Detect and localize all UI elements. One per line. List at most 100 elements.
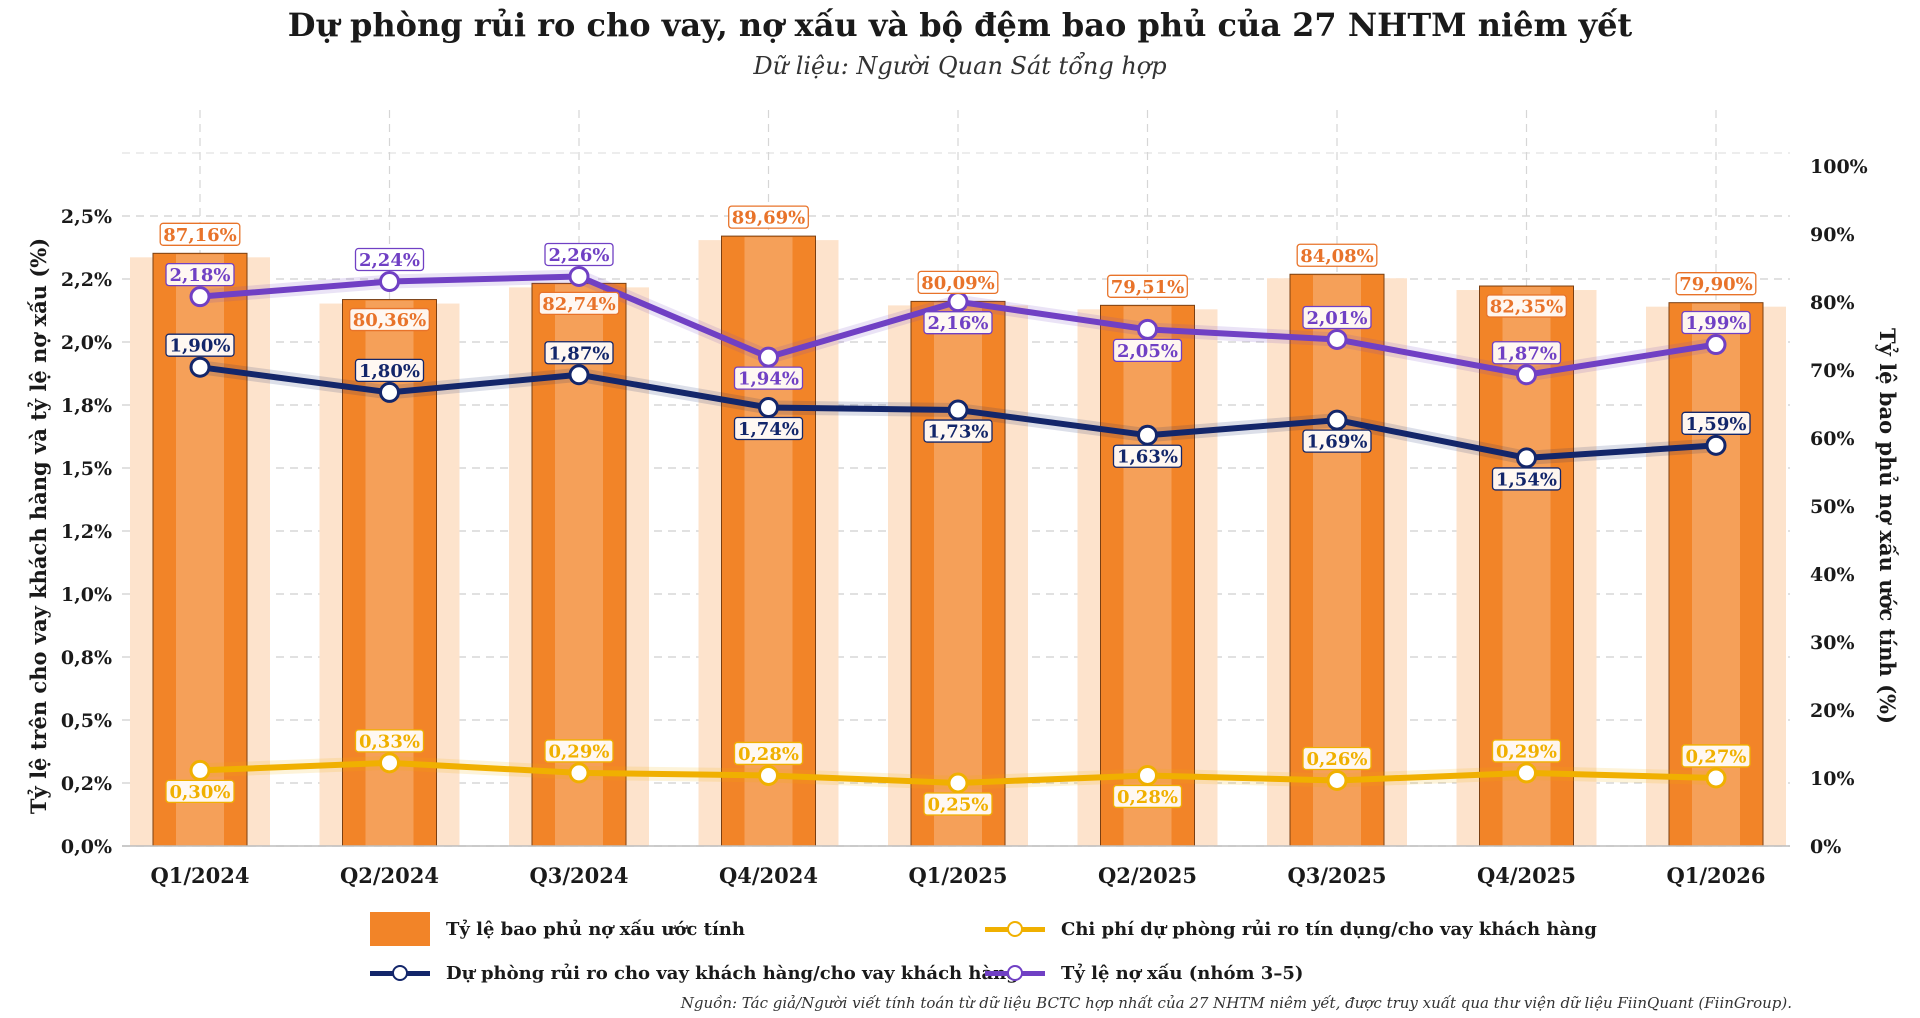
bar-data-label: 79,51% xyxy=(1111,277,1184,298)
line-data-label: 0,27% xyxy=(1686,746,1747,767)
y2-tick-label: 30% xyxy=(1810,632,1855,654)
series-point xyxy=(1326,769,1348,791)
legend-label-provision: Dự phòng rủi ro cho vay khách hàng/cho v… xyxy=(446,962,1019,984)
series-point xyxy=(1137,318,1158,340)
bar-data-label-box xyxy=(917,270,999,295)
bar-data-label: 80,36% xyxy=(353,310,426,331)
legend-item-coverage: Tỷ lệ bao phủ nợ xấu ước tính xyxy=(370,912,745,946)
line-data-label: 0,29% xyxy=(549,741,610,762)
series-point xyxy=(1516,364,1537,386)
line-data-label: 0,30% xyxy=(170,782,231,803)
line-data-label-box xyxy=(1681,310,1751,335)
line-data-label-box xyxy=(1302,746,1372,771)
bar-data-label-box xyxy=(728,205,809,229)
y-tick-label: 1,8% xyxy=(61,395,112,417)
line-data-label-box xyxy=(733,366,804,390)
bar-data-label: 87,16% xyxy=(163,225,236,246)
legend-label-coverage: Tỷ lệ bao phủ nợ xấu ước tính xyxy=(446,918,745,940)
line-data-label: 1,63% xyxy=(1117,447,1178,468)
series-point xyxy=(758,764,779,786)
line-data-label: 0,25% xyxy=(928,795,989,816)
line-data-label-box xyxy=(1302,305,1372,330)
line-data-label-box xyxy=(923,419,993,443)
line-data-label-box xyxy=(354,247,425,272)
line-data-label: 0,29% xyxy=(1496,741,1557,762)
line-data-label: 0,28% xyxy=(738,744,799,765)
line-data-label: 1,80% xyxy=(359,361,420,382)
legend-swatch-cost xyxy=(985,912,1045,946)
x-tick-label: Q3/2025 xyxy=(1287,863,1386,888)
y-tick-label: 1,0% xyxy=(61,584,112,606)
line-data-label-box xyxy=(1112,444,1183,468)
legend-item-npl: Tỷ lệ nợ xấu (nhóm 3–5) xyxy=(985,956,1303,990)
series-point xyxy=(758,397,779,419)
line-data-label: 1,69% xyxy=(1307,432,1368,453)
series-point xyxy=(189,356,211,378)
x-tick-label: Q4/2025 xyxy=(1477,863,1576,888)
y-tick-label: 0,2% xyxy=(61,773,112,795)
y2-tick-label: 10% xyxy=(1810,768,1855,790)
line-data-label-box xyxy=(1112,784,1183,809)
series-point xyxy=(1137,764,1158,786)
line-data-label: 1,99% xyxy=(1686,313,1747,334)
bar-data-label: 80,09% xyxy=(921,273,994,294)
legend-swatch-bar xyxy=(370,912,430,946)
series-point xyxy=(947,399,969,421)
x-tick-label: Q2/2024 xyxy=(340,863,439,888)
x-tick-label: Q1/2026 xyxy=(1666,863,1765,888)
y2-tick-label: 50% xyxy=(1810,496,1855,518)
y-tick-label: 1,5% xyxy=(61,458,112,480)
line-data-label: 0,33% xyxy=(359,731,420,752)
legend-label-cost: Chi phí dự phòng rủi ro tín dụng/cho vay… xyxy=(1061,918,1597,940)
line-data-label-box xyxy=(1302,429,1372,453)
line-data-label-box xyxy=(354,358,425,383)
series-point xyxy=(947,291,969,313)
line-data-label-box xyxy=(1112,338,1183,363)
series-point xyxy=(379,752,400,774)
line-data-label: 1,94% xyxy=(738,369,799,390)
y-axis-title: Tỷ lệ trên cho vay khách hàng và tỷ lệ n… xyxy=(26,238,51,814)
y-tick-label: 2,2% xyxy=(61,269,112,291)
line-data-label-box xyxy=(165,779,235,804)
bar-data-label-box xyxy=(1675,272,1757,296)
bar-data-label: 89,69% xyxy=(732,208,805,229)
line-data-label-box xyxy=(165,262,235,287)
line-data-label: 2,26% xyxy=(549,245,610,266)
series-point xyxy=(947,772,969,794)
line-data-label-box xyxy=(733,741,804,766)
legend-item-cost: Chi phí dự phòng rủi ro tín dụng/cho vay… xyxy=(985,912,1597,946)
bar-data-label-box xyxy=(538,291,620,316)
series-point xyxy=(568,762,590,784)
y2-tick-label: 40% xyxy=(1810,564,1855,586)
x-tick-label: Q1/2025 xyxy=(908,863,1007,888)
y-tick-label: 1,2% xyxy=(61,521,112,543)
series-point xyxy=(568,265,590,287)
bar-data-label-box xyxy=(159,222,241,246)
line-data-label-box xyxy=(923,792,993,816)
y2-tick-label: 0% xyxy=(1810,836,1841,858)
line-data-label-box xyxy=(1491,739,1562,763)
source-note: Nguồn: Tác giả/Người viết tính toán từ d… xyxy=(680,994,1792,1012)
y-tick-label: 0,0% xyxy=(61,836,112,858)
series-point xyxy=(1705,334,1727,356)
chart-title: Dự phòng rủi ro cho vay, nợ xấu và bộ đệ… xyxy=(287,6,1633,44)
line-data-label: 1,87% xyxy=(1496,343,1557,364)
bar-data-label: 84,08% xyxy=(1300,246,1373,267)
y2-tick-label: 100% xyxy=(1810,156,1868,178)
line-data-label: 1,54% xyxy=(1496,469,1557,490)
series-point xyxy=(758,346,779,368)
x-tick-label: Q2/2025 xyxy=(1098,863,1197,888)
line-data-label: 2,05% xyxy=(1117,341,1178,362)
series-point xyxy=(189,759,211,781)
y-tick-label: 2,5% xyxy=(61,206,112,228)
line-data-label-box xyxy=(354,729,425,753)
legend-item-provision: Dự phòng rủi ro cho vay khách hàng/cho v… xyxy=(370,956,1019,990)
bar-data-label-box xyxy=(1296,243,1378,267)
y-tick-label: 0,8% xyxy=(61,647,112,669)
x-tick-label: Q3/2024 xyxy=(529,863,628,888)
series-point xyxy=(1516,447,1537,469)
line-data-label-box xyxy=(1681,411,1751,435)
bar-data-label-box xyxy=(1486,294,1567,318)
line-data-label-box xyxy=(544,242,614,267)
line-data-label: 2,01% xyxy=(1307,308,1368,329)
